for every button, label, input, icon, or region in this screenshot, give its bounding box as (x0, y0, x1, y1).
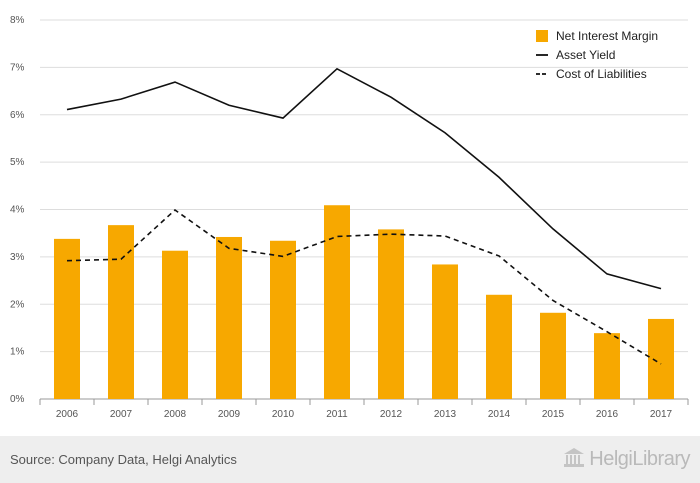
bar-2008 (162, 250, 188, 399)
footer: Source: Company Data, Helgi Analytics He… (0, 436, 700, 483)
y-tick-label: 1% (10, 347, 25, 358)
y-tick-label: 0% (10, 394, 25, 405)
bar-2014 (486, 294, 512, 399)
x-tick-label: 2012 (380, 409, 403, 420)
chart-canvas: 0% 1% 2% 3% 4% 5% 6% 7% 8% 2006 2007 2008 2009 2010 20… (10, 15, 689, 420)
x-tick-label: 2009 (218, 409, 241, 420)
library-building-icon (563, 446, 585, 473)
bar-2007 (108, 225, 134, 399)
legend-label-net-interest-margin: Net Interest Margin (556, 29, 658, 43)
y-tick-label: 7% (10, 62, 25, 73)
cost-of-liabilities-line (66, 208, 662, 365)
bar-2013 (432, 264, 458, 399)
bar-2017 (648, 318, 674, 399)
x-tick-label: 2015 (542, 409, 565, 420)
x-tick-label: 2014 (488, 409, 511, 420)
y-tick-label: 5% (10, 157, 25, 168)
y-tick-label: 3% (10, 252, 25, 263)
brand-name: HelgiLibrary (589, 448, 690, 470)
legend-label-cost-of-liabilities: Cost of Liabilities (556, 67, 647, 81)
x-tick-label: 2008 (164, 409, 187, 420)
bar-2015 (540, 312, 566, 399)
y-tick-label: 2% (10, 299, 25, 310)
asset-yield-line (66, 67, 662, 290)
y-tick-label: 8% (10, 15, 25, 26)
x-tick-label: 2016 (596, 409, 619, 420)
legend-swatch-net-interest-margin (536, 30, 548, 42)
x-tick-label: 2017 (650, 409, 673, 420)
bar-2016 (594, 333, 620, 399)
bar-2006 (54, 238, 80, 399)
x-tick-label: 2010 (272, 409, 295, 420)
bar-2009 (216, 236, 242, 399)
source-text: Source: Company Data, Helgi Analytics (10, 452, 237, 467)
chart: 0% 1% 2% 3% 4% 5% 6% 7% 8% 2006 2007 2008 2009 2010 20… (10, 15, 689, 420)
bar-2010 (270, 240, 296, 399)
bar-2011 (324, 205, 350, 399)
y-tick-label: 4% (10, 205, 25, 216)
bar-2012 (378, 229, 404, 399)
x-tick-label: 2011 (326, 409, 348, 420)
x-tick-label: 2006 (56, 409, 79, 420)
y-tick-label: 6% (10, 110, 25, 121)
x-tick-label: 2007 (110, 409, 133, 420)
legend-label-asset-yield: Asset Yield (556, 48, 615, 62)
brand-logo: HelgiLibrary (563, 446, 690, 473)
x-tick-label: 2013 (434, 409, 457, 420)
